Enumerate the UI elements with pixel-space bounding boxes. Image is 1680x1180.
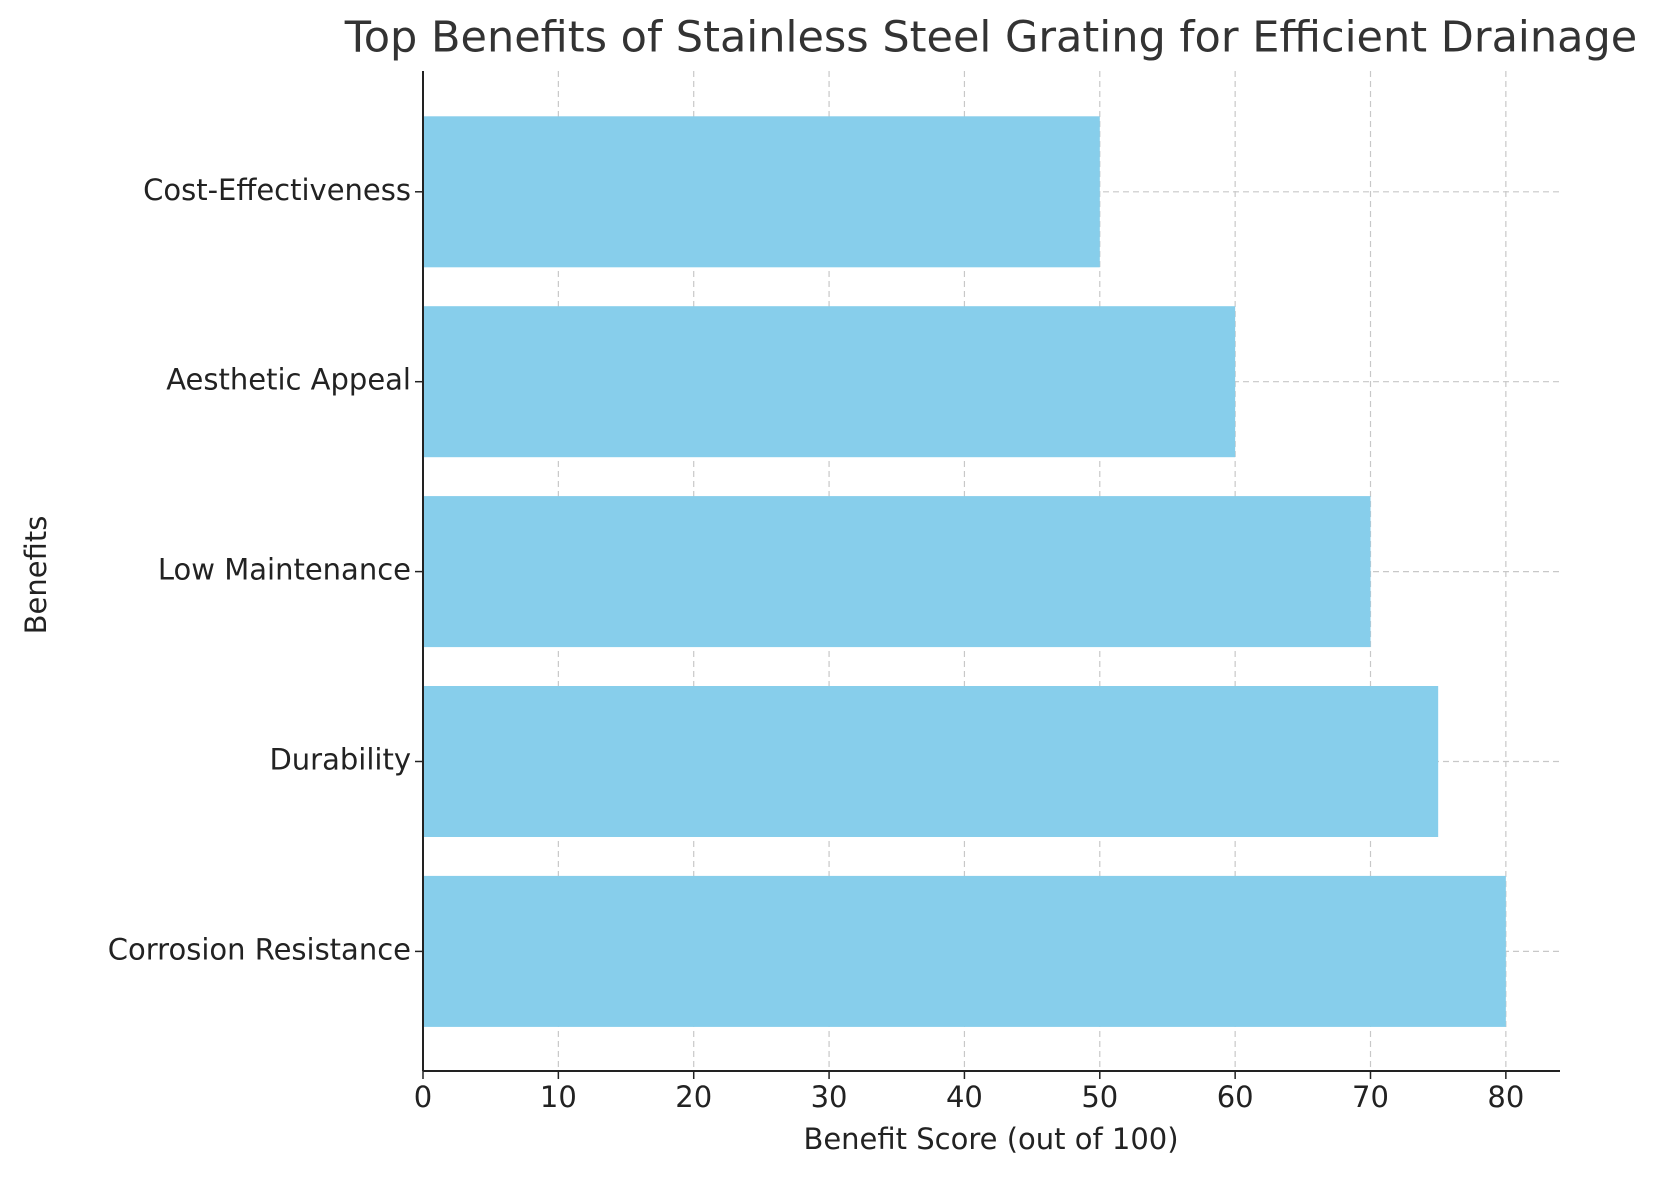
x-tick-label: 10 bbox=[540, 1080, 577, 1114]
y-tick-label: Durability bbox=[269, 743, 411, 777]
x-tick-label: 20 bbox=[675, 1080, 712, 1114]
x-tick-label: 40 bbox=[946, 1080, 983, 1114]
x-tick-label: 60 bbox=[1217, 1080, 1254, 1114]
y-axis-label: Benefits bbox=[19, 516, 53, 635]
x-tick-label: 70 bbox=[1352, 1080, 1389, 1114]
y-tick-label: Aesthetic Appeal bbox=[166, 363, 411, 397]
y-tick-label: Cost-Effectiveness bbox=[143, 173, 411, 207]
x-tick-label: 80 bbox=[1487, 1080, 1524, 1114]
bar bbox=[423, 116, 1100, 268]
bar bbox=[423, 686, 1439, 837]
y-tick-label: Corrosion Resistance bbox=[108, 932, 411, 966]
x-tick-label: 30 bbox=[811, 1080, 848, 1114]
x-tick-label: 50 bbox=[1081, 1080, 1118, 1114]
y-tick-label: Low Maintenance bbox=[158, 553, 411, 587]
x-tick-label: 0 bbox=[414, 1080, 432, 1114]
bar bbox=[423, 875, 1506, 1027]
chart-title: Top Benefits of Stainless Steel Grating … bbox=[344, 13, 1637, 63]
x-axis-label: Benefit Score (out of 100) bbox=[803, 1122, 1178, 1156]
bar bbox=[423, 496, 1371, 648]
bar bbox=[423, 306, 1236, 458]
